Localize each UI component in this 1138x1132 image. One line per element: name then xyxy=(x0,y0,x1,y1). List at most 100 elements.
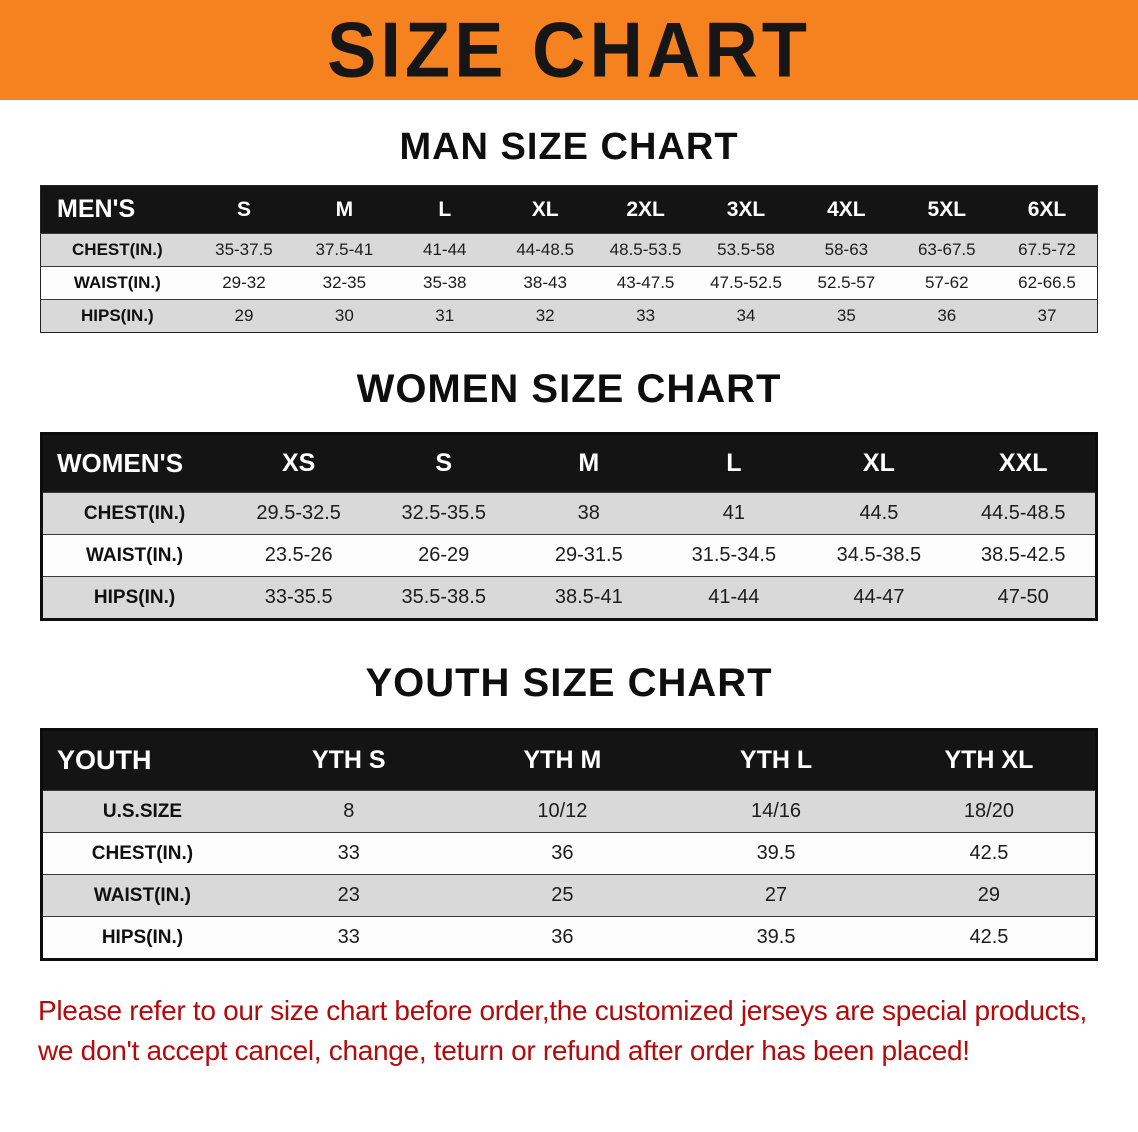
row-label: CHEST(IN.) xyxy=(41,832,242,875)
size-value-cell: 37.5-41 xyxy=(294,233,395,267)
size-column-header: XL xyxy=(862,449,895,477)
size-value-cell: 38.5-42.5 xyxy=(951,534,1097,577)
size-value-cell: 31.5-34.5 xyxy=(661,534,807,577)
size-value-cell: 33 xyxy=(241,832,456,875)
youth-table-title-cell: YOUTH xyxy=(57,745,152,775)
size-value-cell: 32-35 xyxy=(294,266,395,300)
row-label: HIPS(IN.) xyxy=(41,916,242,960)
notice-line-2: we don't accept cancel, change, teturn o… xyxy=(38,1035,970,1066)
youth-size-chart-heading: YOUTH SIZE CHART xyxy=(365,661,773,705)
size-column-header: XS xyxy=(281,449,316,477)
youth-size-chart-section: YOUTH SIZE CHART YOUTH YTH S YTH M YTH L YTH… xyxy=(0,661,1138,961)
size-value-cell: 37 xyxy=(997,299,1098,333)
size-value-cell: 48.5-53.5 xyxy=(595,233,696,267)
table-row: WAIST(IN.) 29-32 32-35 35-38 38-43 43-47.5 47.… xyxy=(40,266,1098,300)
size-value-cell: 52.5-57 xyxy=(796,266,897,300)
size-value-cell: 36 xyxy=(455,832,670,875)
size-column-header: M xyxy=(335,197,354,221)
table-row: U.S.SIZE 8 10/12 14/16 18/20 xyxy=(41,790,1097,833)
table-row: HIPS(IN.) 33 36 39.5 42.5 xyxy=(41,916,1097,960)
size-column-header: 5XL xyxy=(927,197,967,221)
size-column-header: 4XL xyxy=(827,197,866,221)
size-value-cell: 63-67.5 xyxy=(896,233,997,267)
notice-line-1: Please refer to our size chart before or… xyxy=(38,995,1088,1026)
youth-header-row: YOUTH YTH S YTH M YTH L YTH XL xyxy=(41,729,1097,791)
table-row: HIPS(IN.) 33-35.5 35.5-38.5 38.5-41 41-44 44-… xyxy=(41,576,1097,620)
size-value-cell: 38-43 xyxy=(494,266,596,300)
size-value-cell: 41 xyxy=(661,492,807,535)
size-column-header: M xyxy=(578,449,600,477)
row-label: WAIST(IN.) xyxy=(41,534,227,577)
footer-notice: Please refer to our size chart before or… xyxy=(38,995,1100,1067)
size-value-cell: 42.5 xyxy=(882,832,1097,875)
size-value-cell: 14/16 xyxy=(669,790,883,833)
size-column-header: L xyxy=(726,449,742,477)
row-label: WAIST(IN.) xyxy=(41,874,242,917)
youth-size-table: YOUTH YTH S YTH M YTH L YTH XL U.S.SIZE 8 10/12… xyxy=(40,728,1098,961)
size-column-header: L xyxy=(438,197,452,221)
size-value-cell: 26-29 xyxy=(371,534,517,577)
size-value-cell: 35.5-38.5 xyxy=(371,576,517,620)
size-value-cell: 35-38 xyxy=(394,266,495,300)
size-column-header: 3XL xyxy=(726,197,766,221)
table-row: CHEST(IN.) 35-37.5 37.5-41 41-44 44-48.5 48.5… xyxy=(40,233,1098,267)
size-value-cell: 58-63 xyxy=(796,233,897,267)
size-value-cell: 42.5 xyxy=(882,916,1097,960)
size-column-header: YTH XL xyxy=(944,746,1034,774)
size-value-cell: 27 xyxy=(669,874,883,917)
table-row: WAIST(IN.) 23.5-26 26-29 29-31.5 31.5-34.5 34… xyxy=(41,534,1097,577)
size-value-cell: 8 xyxy=(241,790,456,833)
size-value-cell: 57-62 xyxy=(896,266,997,300)
page-title: SIZE CHART xyxy=(327,5,811,94)
size-value-cell: 33 xyxy=(595,299,696,333)
women-size-chart-heading: WOMEN SIZE CHART xyxy=(356,367,782,411)
men-table-title-cell: MEN'S xyxy=(57,195,136,223)
size-value-cell: 32 xyxy=(494,299,596,333)
size-value-cell: 29.5-32.5 xyxy=(226,492,372,535)
size-column-header: 6XL xyxy=(1027,197,1067,221)
size-value-cell: 44-47 xyxy=(806,576,952,620)
women-size-chart-section: WOMEN SIZE CHART WOMEN'S XS S M L XL XXL CHEST(… xyxy=(0,367,1138,621)
man-size-chart-heading: MAN SIZE CHART xyxy=(399,126,739,168)
size-value-cell: 39.5 xyxy=(669,916,883,960)
size-value-cell: 29-31.5 xyxy=(516,534,662,577)
size-value-cell: 41-44 xyxy=(661,576,807,620)
size-value-cell: 29 xyxy=(193,299,295,333)
size-value-cell: 47-50 xyxy=(951,576,1097,620)
size-column-header: YTH S xyxy=(311,746,386,774)
size-value-cell: 39.5 xyxy=(669,832,883,875)
men-size-table: MEN'S S M L XL 2XL 3XL 4XL 5XL 6XL CHEST(IN.) 35-37… xyxy=(40,185,1098,333)
row-label: U.S.SIZE xyxy=(41,790,242,833)
size-value-cell: 34 xyxy=(695,299,797,333)
row-label: HIPS(IN.) xyxy=(40,299,194,333)
size-value-cell: 53.5-58 xyxy=(695,233,797,267)
size-value-cell: 38 xyxy=(516,492,662,535)
size-value-cell: 38.5-41 xyxy=(516,576,662,620)
women-table-title-cell: WOMEN'S xyxy=(57,448,184,478)
row-label: CHEST(IN.) xyxy=(40,233,194,267)
size-value-cell: 10/12 xyxy=(455,790,670,833)
size-value-cell: 23.5-26 xyxy=(226,534,372,577)
row-label: WAIST(IN.) xyxy=(40,266,194,300)
size-value-cell: 30 xyxy=(294,299,395,333)
size-column-header: 2XL xyxy=(626,197,665,221)
size-value-cell: 31 xyxy=(394,299,495,333)
size-value-cell: 18/20 xyxy=(882,790,1097,833)
size-value-cell: 34.5-38.5 xyxy=(806,534,952,577)
size-value-cell: 44-48.5 xyxy=(494,233,596,267)
size-value-cell: 43-47.5 xyxy=(595,266,696,300)
size-value-cell: 23 xyxy=(241,874,456,917)
banner: SIZE CHART xyxy=(0,0,1138,100)
row-label: CHEST(IN.) xyxy=(41,492,227,535)
size-value-cell: 35 xyxy=(796,299,897,333)
size-value-cell: 29-32 xyxy=(193,266,295,300)
size-value-cell: 44.5 xyxy=(806,492,952,535)
size-column-header: XL xyxy=(531,197,559,221)
size-column-header: S xyxy=(236,197,251,221)
table-row: HIPS(IN.) 29 30 31 32 33 34 35 36 37 xyxy=(40,299,1098,333)
size-value-cell: 25 xyxy=(455,874,670,917)
size-value-cell: 44.5-48.5 xyxy=(951,492,1097,535)
size-value-cell: 67.5-72 xyxy=(997,233,1098,267)
size-value-cell: 62-66.5 xyxy=(997,266,1098,300)
size-column-header: YTH M xyxy=(523,746,602,774)
